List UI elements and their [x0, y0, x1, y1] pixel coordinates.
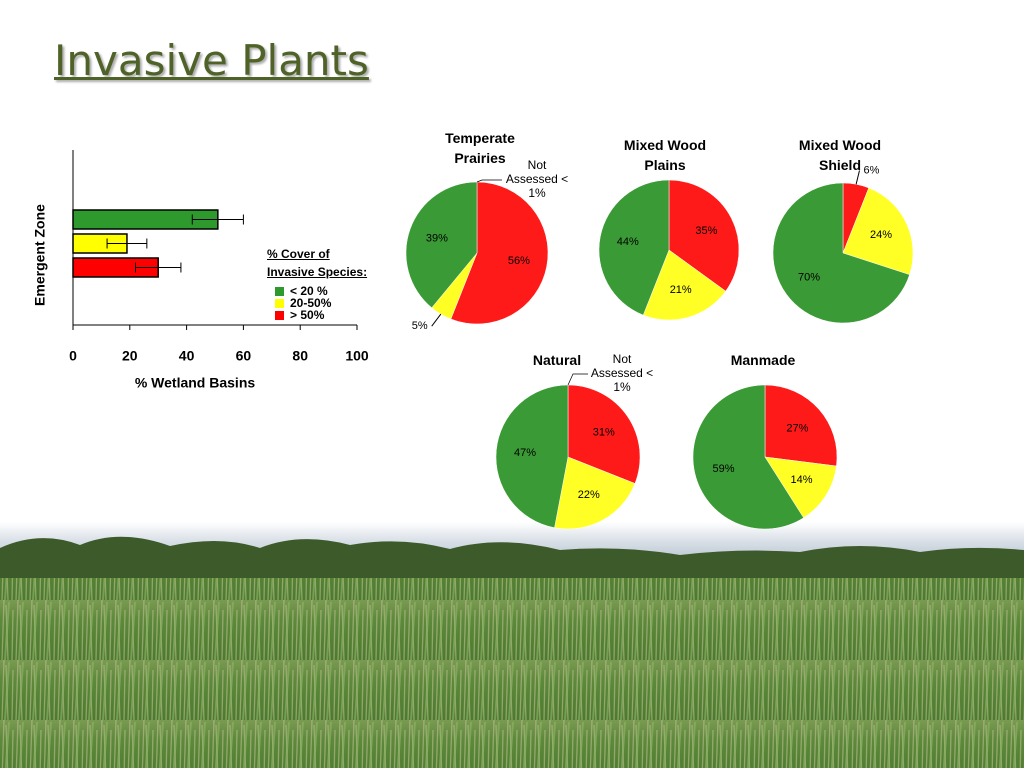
pie-label: 39% — [426, 232, 448, 244]
error-bar — [191, 214, 244, 225]
pie-title: Natural — [532, 352, 582, 368]
legend-swatch — [275, 299, 284, 308]
pie-slice — [692, 384, 804, 530]
pie-label: 35% — [695, 225, 717, 237]
legend-title: % Cover of Invasive Species: — [267, 247, 368, 279]
pie-slice — [567, 384, 641, 484]
slide-title: Invasive Plants — [54, 36, 369, 85]
pie-label: 56% — [508, 255, 530, 267]
pie-label: 5% — [412, 320, 428, 332]
pie-slice — [554, 456, 636, 530]
pie-slice — [842, 187, 914, 275]
pie-title: Manmade — [730, 352, 796, 368]
pie-slice — [764, 384, 838, 467]
pie-label: 31% — [593, 427, 615, 439]
pie-slice — [405, 181, 478, 309]
grass — [0, 578, 1024, 768]
pie-slice — [450, 181, 549, 325]
leader-line — [431, 313, 442, 327]
x-tick-label: 80 — [292, 348, 308, 364]
pie-slice — [772, 182, 910, 324]
pie-label: 70% — [798, 272, 820, 284]
pie-label: 59% — [712, 463, 734, 475]
pie-slice — [495, 384, 569, 529]
pie-label: 47% — [514, 447, 536, 459]
pie-title: Mixed Wood Plains — [623, 137, 707, 173]
tree-line — [0, 536, 1024, 585]
category-label: Emergent Zone — [32, 204, 48, 306]
pie-slice — [668, 179, 740, 292]
x-tick-label: 20 — [122, 348, 138, 364]
legend-label: 20-50% — [290, 296, 332, 310]
x-tick-label: 0 — [69, 348, 77, 364]
pie-label: 24% — [870, 229, 892, 241]
pie-label: 6% — [863, 164, 879, 176]
pie-slice — [642, 249, 726, 321]
pie-title: Temperate Prairies — [445, 130, 515, 166]
error-bar — [134, 262, 182, 273]
legend-label: < 20 % — [290, 284, 328, 298]
leader-line — [855, 170, 860, 185]
pie-label: 21% — [670, 284, 692, 296]
pie-label: 22% — [578, 489, 600, 501]
pie-label: 14% — [790, 474, 812, 486]
charts: 0 20 40 60 80 100 % Wetland Basins Emergent Zon… — [32, 150, 914, 530]
pie-label: 27% — [786, 422, 808, 434]
legend-label: > 50% — [290, 308, 325, 322]
x-axis-label: % Wetland Basins — [135, 375, 256, 391]
x-tick-label: 40 — [179, 348, 195, 364]
error-bar — [106, 238, 148, 249]
annotation: Not Assessed < 1% — [505, 158, 569, 200]
leader-line — [567, 373, 588, 386]
x-tick-label: 100 — [345, 348, 369, 364]
legend-swatch — [275, 311, 284, 320]
pie-slice — [598, 179, 670, 316]
pie-slice — [764, 456, 837, 519]
x-tick-label: 60 — [236, 348, 252, 364]
legend-swatch — [275, 287, 284, 296]
leader-line — [476, 179, 502, 183]
pie-label: 44% — [617, 236, 639, 248]
pie-title: Mixed Wood Shield — [798, 137, 882, 173]
annotation: Not Assessed < 1% — [590, 352, 654, 394]
